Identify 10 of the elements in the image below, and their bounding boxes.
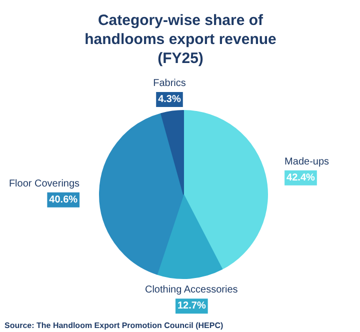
- chart-title: Category-wise share of handlooms export revenue (FY25): [84, 12, 276, 67]
- data-label: 4.3%: [158, 94, 181, 105]
- data-label: 42.4%: [286, 172, 316, 184]
- source-note: Source: The Handloom Export Promotion Council (HEPC): [4, 321, 224, 330]
- slice-label: Fabrics: [153, 78, 186, 89]
- slice-label: Floor Coverings: [8, 178, 80, 190]
- data-label: 40.6%: [49, 194, 78, 206]
- data-label: 12.7%: [177, 300, 206, 312]
- slice-label: Made-ups: [284, 156, 330, 168]
- slice-label: Clothing Accessories: [144, 284, 238, 296]
